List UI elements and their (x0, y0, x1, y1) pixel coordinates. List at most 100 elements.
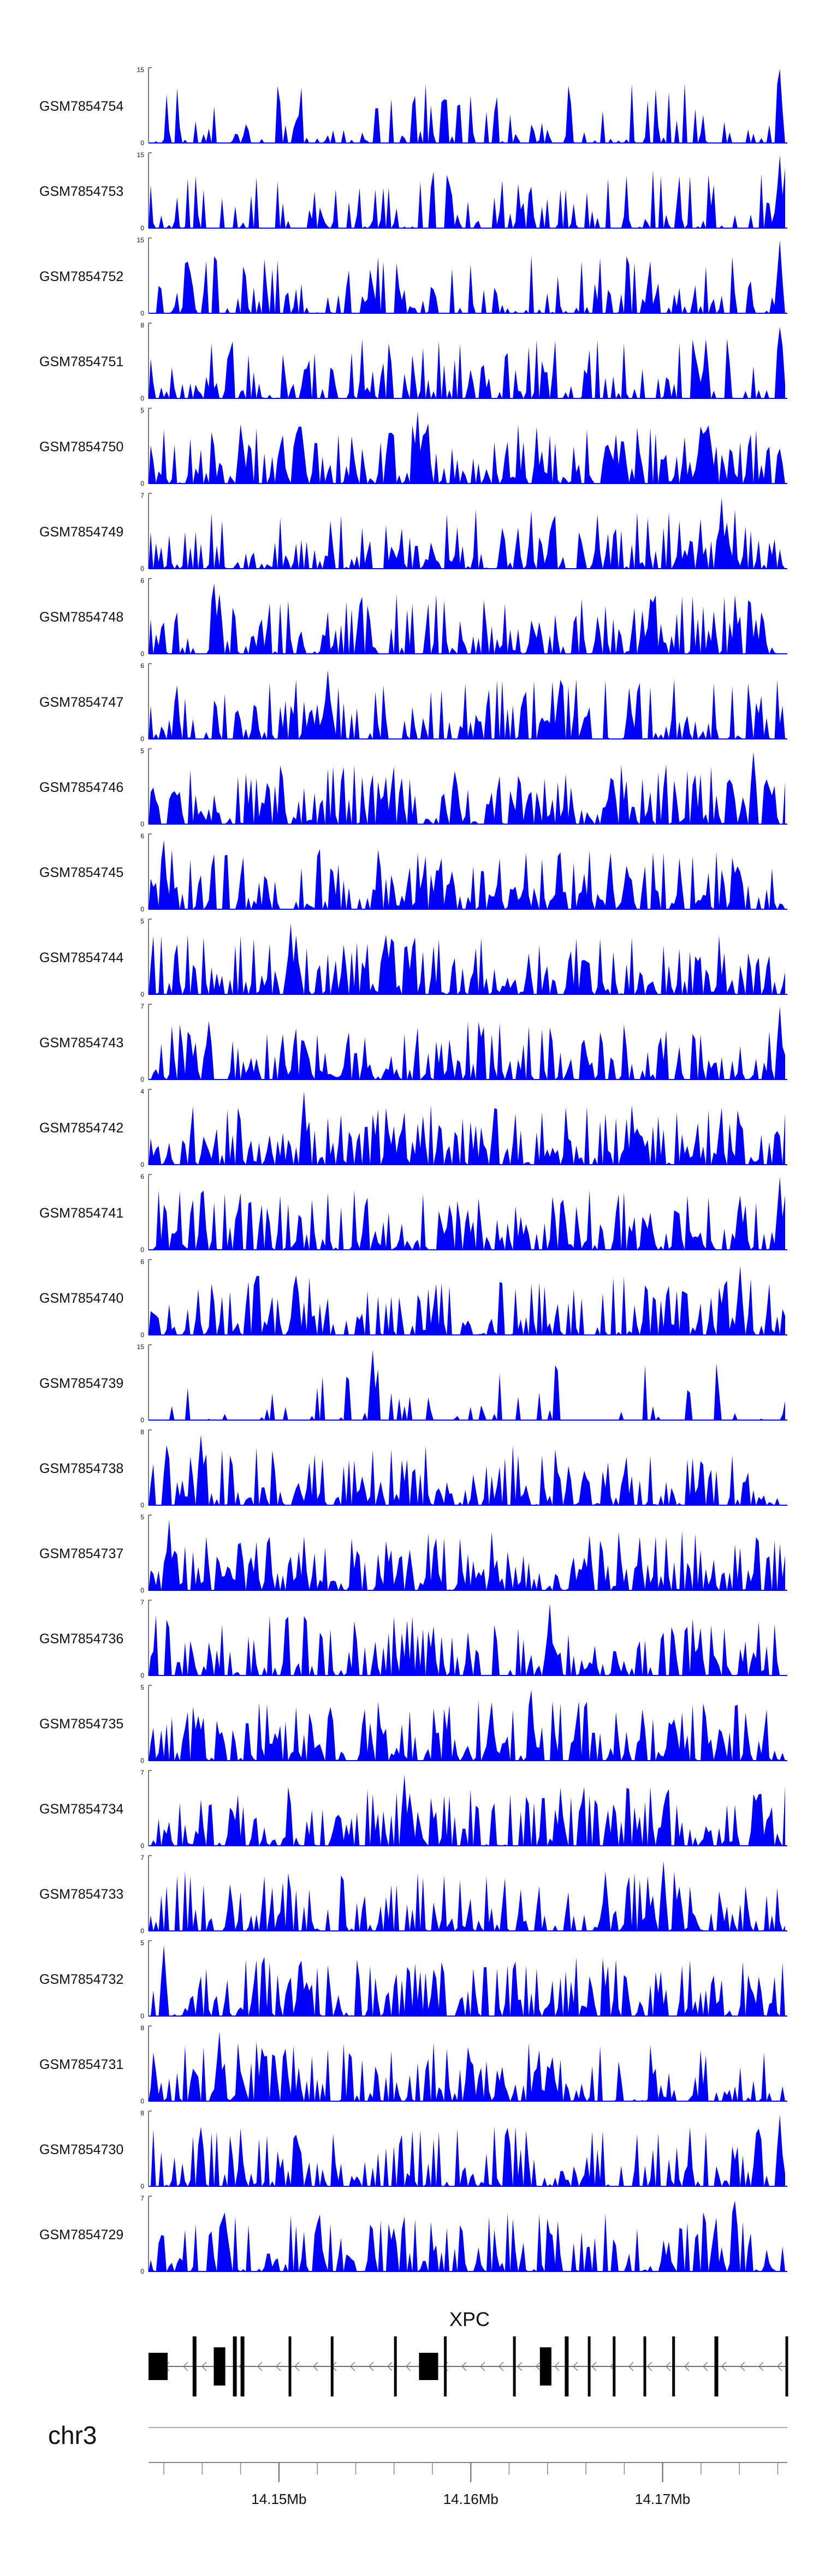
y-axis-min-label: 0 (140, 1246, 144, 1254)
y-axis-min-label: 0 (140, 820, 144, 828)
exon (192, 2336, 197, 2396)
y-axis-min-label: 0 (140, 309, 144, 317)
track-label: GSM7854749 (39, 524, 123, 540)
exon (419, 2353, 438, 2380)
strand-arrow (554, 2362, 560, 2371)
coverage-track: GSM7854741 6 0 (39, 1173, 787, 1254)
coverage-track: GSM7854738 8 0 (39, 1428, 787, 1509)
strand-arrow (480, 2362, 485, 2371)
coverage-track: GSM7854748 6 0 (39, 577, 787, 658)
y-axis-max-label: 8 (140, 2024, 144, 2032)
coverage-track: GSM7854736 7 0 (39, 1599, 787, 1679)
track-label: GSM7854741 (39, 1206, 123, 1221)
y-axis-min-label: 0 (140, 2097, 144, 2105)
y-axis-max-label: 7 (140, 1003, 144, 1010)
y-axis-min-label: 0 (140, 2183, 144, 2190)
axis-tick-label: 14.15Mb (251, 2491, 306, 2507)
strand-arrow (350, 2362, 355, 2371)
coverage-track: GSM7854739 15 0 (39, 1343, 787, 1424)
exon (565, 2336, 569, 2396)
y-axis-max-label: 8 (140, 2109, 144, 2117)
coverage-track: GSM7854753 15 0 (39, 151, 787, 232)
strand-arrow (573, 2362, 578, 2371)
track-label: GSM7854742 (39, 1120, 123, 1136)
strand-arrow (183, 2362, 188, 2371)
y-axis-max-label: 6 (140, 1173, 144, 1180)
strand-arrow (777, 2362, 782, 2371)
coverage-area (149, 1006, 785, 1080)
coverage-track: GSM7854745 6 0 (39, 832, 787, 913)
y-axis-max-label: 7 (140, 1854, 144, 1862)
exon (330, 2336, 334, 2396)
y-axis-max-label: 6 (140, 1258, 144, 1266)
strand-arrow (294, 2362, 300, 2371)
y-axis-min-label: 0 (140, 139, 144, 147)
strand-arrow (666, 2362, 671, 2371)
axis-ticks: 14.15Mb 14.16Mb 14.17Mb (163, 2462, 779, 2507)
y-axis-min-label: 0 (140, 1076, 144, 1083)
coverage-area (149, 840, 785, 909)
y-axis-max-label: 5 (140, 407, 144, 414)
coverage-area (149, 1177, 785, 1250)
y-axis-min-label: 0 (140, 1416, 144, 1424)
y-axis-min-label: 0 (140, 1587, 144, 1594)
coverage-area (149, 1091, 785, 1165)
track-label: GSM7854739 (39, 1376, 123, 1391)
coverage-track: GSM7854737 5 0 (39, 1513, 787, 1594)
coverage-track: GSM7854744 5 0 (39, 917, 787, 998)
track-label: GSM7854745 (39, 865, 123, 880)
exon (643, 2336, 646, 2396)
exon (613, 2336, 616, 2396)
coverage-area (149, 670, 785, 739)
y-axis-max-label: 5 (140, 1513, 144, 1521)
y-axis-min-label: 0 (140, 1927, 144, 1935)
track-label: GSM7854750 (39, 439, 123, 455)
y-axis-min-label: 0 (140, 2012, 144, 2020)
strand-arrow (387, 2362, 393, 2371)
track-label: GSM7854754 (39, 99, 123, 114)
exon (394, 2336, 397, 2396)
coverage-track: GSM7854732 5 0 (39, 1939, 787, 2020)
y-axis-max-label: 7 (140, 492, 144, 499)
coverage-track: GSM7854743 7 0 (39, 1003, 787, 1083)
coverage-area (149, 752, 785, 824)
y-axis-min-label: 0 (140, 905, 144, 913)
exon (513, 2336, 516, 2396)
coverage-area (149, 1774, 785, 1846)
strand-arrow (517, 2362, 523, 2371)
y-axis-min-label: 0 (140, 735, 144, 743)
coverage-track: GSM7854751 8 0 (39, 321, 787, 402)
exon (672, 2336, 675, 2396)
track-label: GSM7854732 (39, 1972, 123, 1987)
gene-label: XPC (449, 2308, 490, 2330)
strand-arrow (740, 2362, 745, 2371)
track-label: GSM7854730 (39, 2142, 123, 2157)
y-axis-max-label: 6 (140, 832, 144, 840)
coverage-track: GSM7854733 7 0 (39, 1854, 787, 1935)
coverage-track: GSM7854734 7 0 (39, 1769, 787, 1850)
track-label: GSM7854751 (39, 354, 123, 369)
coverage-area (149, 923, 785, 994)
y-axis-max-label: 15 (137, 236, 145, 244)
coverage-track: GSM7854752 15 0 (39, 236, 787, 317)
coverage-track: GSM7854740 6 0 (39, 1258, 787, 1339)
coverage-tracks: GSM7854754150GSM7854753150GSM7854752150G… (39, 66, 787, 2275)
y-axis-min-label: 0 (140, 1672, 144, 1679)
y-axis-min-label: 0 (140, 224, 144, 232)
strand-arrow (406, 2362, 411, 2371)
coverage-area (149, 1945, 785, 2016)
y-axis-max-label: 15 (137, 66, 145, 74)
strand-arrow (498, 2362, 504, 2371)
strand-arrow (276, 2362, 281, 2371)
coverage-track: GSM7854750 5 0 (39, 407, 787, 487)
chromosome-label: chr3 (48, 2421, 97, 2449)
exon (233, 2336, 237, 2396)
exon (539, 2347, 551, 2386)
strand-arrow (313, 2362, 318, 2371)
y-axis-max-label: 5 (140, 747, 144, 755)
gene-model (149, 2336, 788, 2396)
y-axis-min-label: 0 (140, 1501, 144, 1509)
exon (587, 2336, 591, 2396)
gene-track: XPC (149, 2308, 788, 2396)
track-label: GSM7854734 (39, 1802, 123, 1817)
